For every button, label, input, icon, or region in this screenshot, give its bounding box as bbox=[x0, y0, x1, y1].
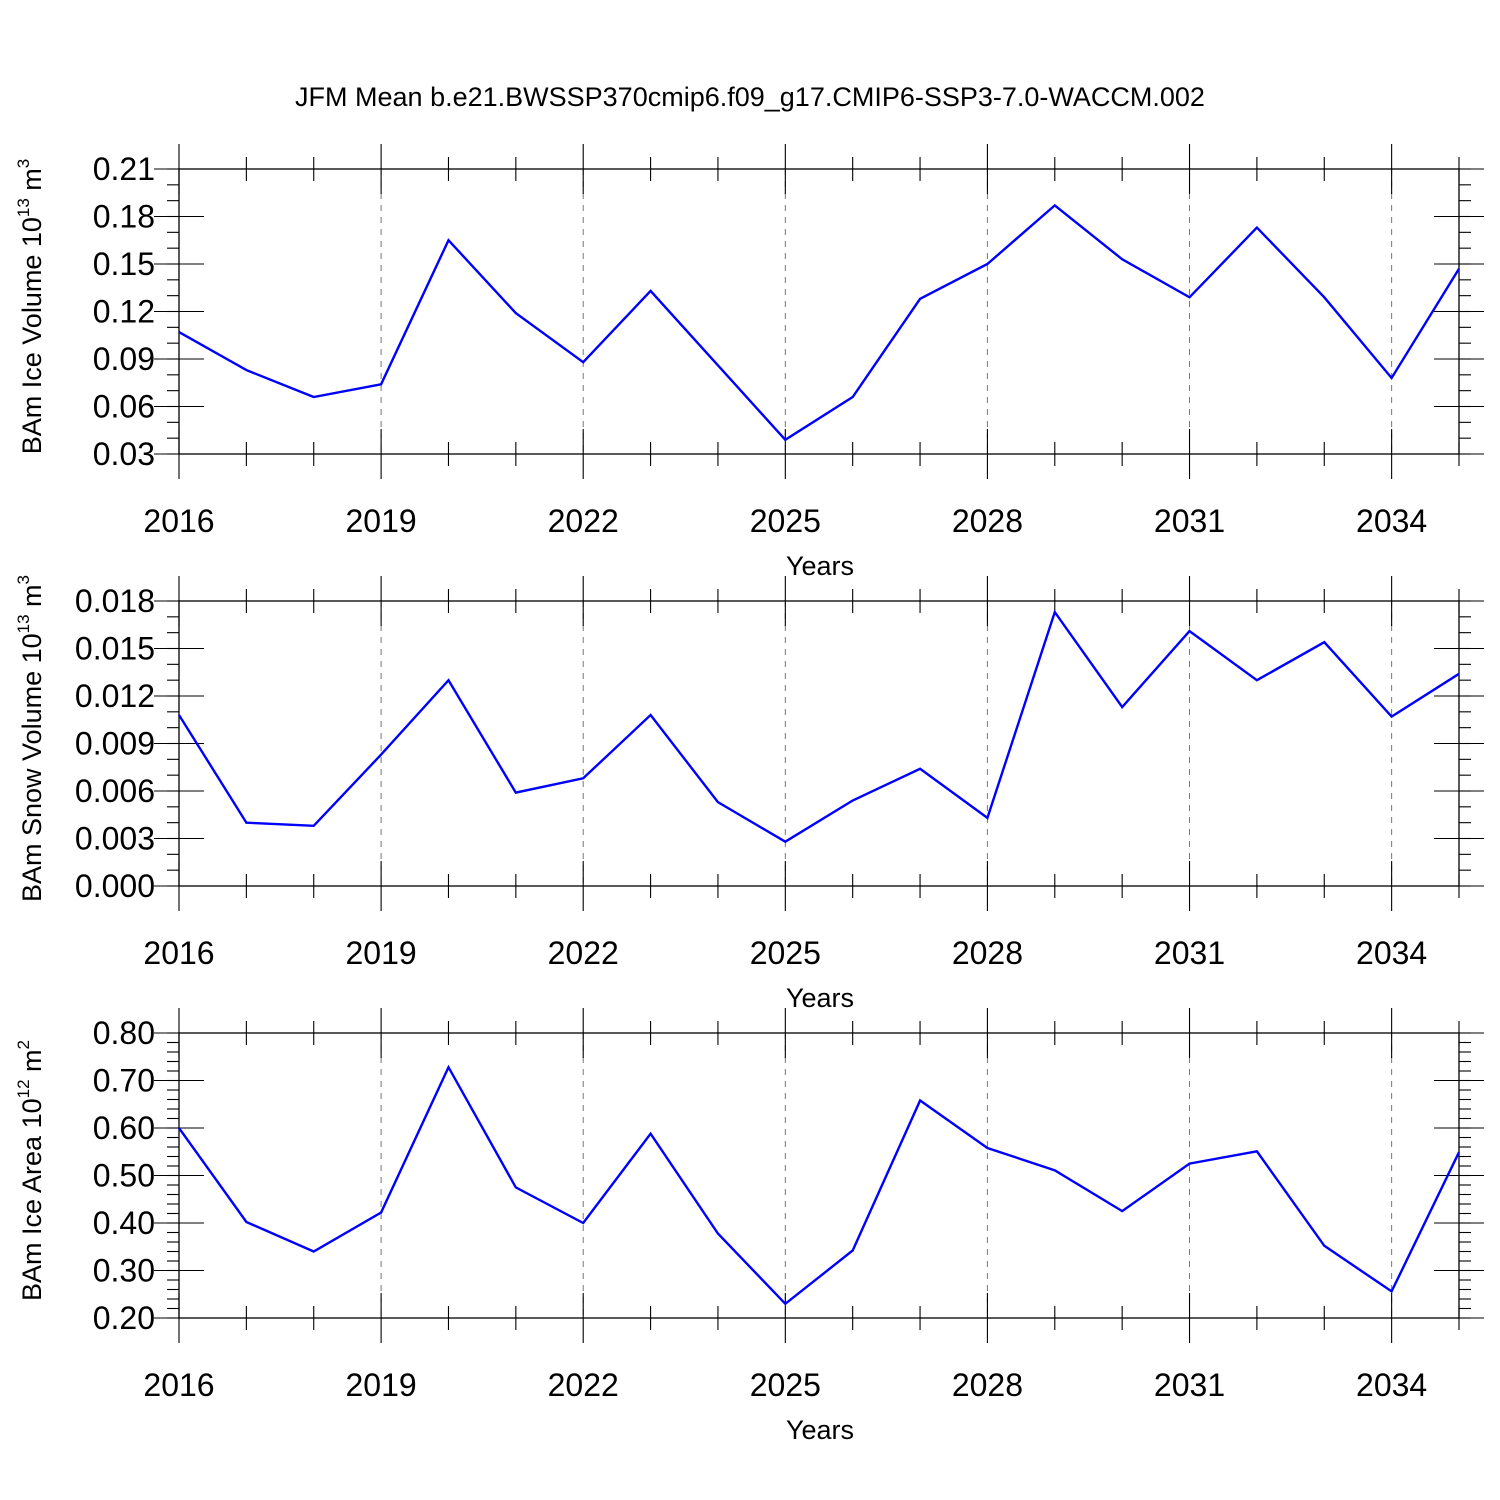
panel-ice-volume: 2016 2019 2022 2025 2028 2031 2034 0.03 0.06 0.09… bbox=[14, 144, 1484, 581]
x-tick-label: 2031 bbox=[1154, 503, 1225, 539]
y-tick-label: 0.009 bbox=[75, 726, 155, 762]
figure-title: JFM Mean b.e21.BWSSP370cmip6.f09_g17.CMI… bbox=[295, 82, 1205, 112]
y-tick-label: 0.70 bbox=[93, 1063, 155, 1099]
x-tick-label: 2019 bbox=[346, 503, 417, 539]
x-tick-label: 2016 bbox=[143, 503, 214, 539]
x-tick-label: 2016 bbox=[143, 1367, 214, 1403]
x-tick-label: 2034 bbox=[1356, 503, 1427, 539]
x-axis-label: Years bbox=[786, 1415, 854, 1445]
x-tick-label: 2025 bbox=[750, 1367, 821, 1403]
y-tick-label: 0.003 bbox=[75, 821, 155, 857]
x-tick-label: 2034 bbox=[1356, 935, 1427, 971]
x-tick-label: 2025 bbox=[750, 935, 821, 971]
y-tick-label: 0.006 bbox=[75, 773, 155, 809]
y-tick-label: 0.06 bbox=[93, 389, 155, 425]
y-axis-label: BAm Ice Volume 1013 m3 bbox=[14, 159, 47, 455]
y-tick-label: 0.15 bbox=[93, 246, 155, 282]
x-axis-label: Years bbox=[786, 551, 854, 581]
panel-ice-area: 2016 2019 2022 2025 2028 2031 2034 0.20 0.30 0.40… bbox=[14, 1008, 1484, 1445]
y-tick-label: 0.40 bbox=[93, 1205, 155, 1241]
y-axis-label: BAm Ice Area 1012 m2 bbox=[14, 1040, 47, 1301]
y-tick-label: 0.015 bbox=[75, 631, 155, 667]
x-tick-label: 2019 bbox=[346, 1367, 417, 1403]
y-tick-label: 0.50 bbox=[93, 1158, 155, 1194]
x-tick-label: 2034 bbox=[1356, 1367, 1427, 1403]
x-axis-label: Years bbox=[786, 983, 854, 1013]
y-tick-label: 0.60 bbox=[93, 1110, 155, 1146]
y-tick-label: 0.03 bbox=[93, 436, 155, 472]
x-tick-label: 2025 bbox=[750, 503, 821, 539]
y-tick-label: 0.000 bbox=[75, 868, 155, 904]
y-tick-label: 0.12 bbox=[93, 294, 155, 330]
x-tick-label: 2028 bbox=[952, 1367, 1023, 1403]
x-tick-label: 2028 bbox=[952, 503, 1023, 539]
y-tick-label: 0.80 bbox=[93, 1015, 155, 1051]
x-tick-label: 2022 bbox=[548, 935, 619, 971]
y-axis-label: BAm Snow Volume 1013 m3 bbox=[14, 575, 47, 902]
y-tick-label: 0.018 bbox=[75, 583, 155, 619]
series-line bbox=[178, 1064, 1461, 1306]
x-tick-label: 2022 bbox=[548, 1367, 619, 1403]
plot-frame bbox=[178, 600, 1460, 887]
x-tick-label: 2022 bbox=[548, 503, 619, 539]
y-tick-label: 0.30 bbox=[93, 1253, 155, 1289]
y-tick-label: 0.20 bbox=[93, 1300, 155, 1336]
x-tick-label: 2031 bbox=[1154, 935, 1225, 971]
x-tick-label: 2019 bbox=[346, 935, 417, 971]
plot-frame bbox=[178, 1032, 1460, 1319]
x-tick-label: 2031 bbox=[1154, 1367, 1225, 1403]
series-line bbox=[177, 609, 1460, 844]
y-tick-label: 0.09 bbox=[93, 341, 155, 377]
plot-frame bbox=[178, 168, 1460, 455]
panel-snow-volume: 2016 2019 2022 2025 2028 2031 2034 0.000 0.003 0.… bbox=[14, 575, 1484, 1013]
x-tick-label: 2016 bbox=[143, 935, 214, 971]
series-line bbox=[178, 203, 1461, 442]
y-tick-label: 0.18 bbox=[93, 199, 155, 235]
y-tick-label: 0.21 bbox=[93, 151, 155, 187]
x-tick-label: 2028 bbox=[952, 935, 1023, 971]
y-tick-label: 0.012 bbox=[75, 678, 155, 714]
